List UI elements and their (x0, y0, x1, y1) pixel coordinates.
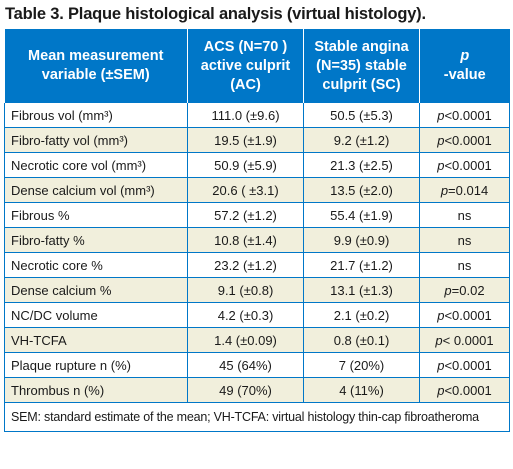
table-title: Table 3. Plaque histological analysis (v… (5, 5, 426, 23)
cell-p-value: p=0.02 (419, 277, 510, 303)
cell-acs-value: 50.9 (±5.9) (187, 152, 304, 178)
cell-stable-value: 21.7 (±1.2) (303, 252, 420, 278)
row-label: NC/DC volume (4, 302, 188, 328)
cell-p-value: p<0.0001 (419, 103, 510, 128)
cell-p-value: p=0.014 (419, 177, 510, 203)
header-stable-line: (N=35) stable (316, 57, 407, 74)
cell-stable-value: 13.5 (±2.0) (303, 177, 420, 203)
cell-acs-value: 23.2 (±1.2) (187, 252, 304, 278)
cell-acs-value: 57.2 (±1.2) (187, 202, 304, 228)
row-label: Dense calcium vol (mm³) (4, 177, 188, 203)
table-row: Dense calcium % 9.1 (±0.8) 13.1 (±1.3) p=0.… (4, 277, 510, 303)
cell-p-value: ns (419, 252, 510, 278)
row-label: Fibro-fatty % (4, 227, 188, 253)
cell-p-value: p< 0.0001 (419, 327, 510, 353)
row-label: Necrotic core % (4, 252, 188, 278)
header-p-value: p -value (419, 29, 510, 103)
cell-acs-value: 10.8 (±1.4) (187, 227, 304, 253)
cell-p-value: p<0.0001 (419, 352, 510, 378)
header-acs-line: active culprit (200, 57, 291, 74)
row-label: Necrotic core vol (mm³) (4, 152, 188, 178)
row-label: Fibrous vol (mm³) (4, 103, 188, 128)
table-body: Fibrous vol (mm³) 111.0 (±9.6) 50.5 (±5.3)… (4, 103, 510, 403)
cell-p-value: ns (419, 227, 510, 253)
table-row: Fibrous % 57.2 (±1.2) 55.4 (±1.9) ns (4, 202, 510, 228)
table-row: VH-TCFA 1.4 (±0.09) 0.8 (±0.1) p< 0.0001 (4, 327, 510, 353)
cell-acs-value: 111.0 (±9.6) (187, 103, 304, 128)
table-row: Necrotic core % 23.2 (±1.2) 21.7 (±1.2) ns (4, 252, 510, 278)
row-label: Dense calcium % (4, 277, 188, 303)
header-stable-line: Stable angina (314, 38, 409, 55)
cell-p-value: ns (419, 202, 510, 228)
cell-stable-value: 55.4 (±1.9) (303, 202, 420, 228)
cell-acs-value: 49 (70%) (187, 377, 304, 403)
cell-p-value: p<0.0001 (419, 302, 510, 328)
header-acs: ACS (N=70 ) active culprit (AC) (187, 29, 304, 103)
cell-p-value: p<0.0001 (419, 152, 510, 178)
table-row: Fibrous vol (mm³) 111.0 (±9.6) 50.5 (±5.3)… (4, 103, 510, 128)
row-label: Thrombus n (%) (4, 377, 188, 403)
header-row: Mean measurement variable (±SEM) ACS (N=… (4, 29, 510, 103)
cell-acs-value: 9.1 (±0.8) (187, 277, 304, 303)
cell-stable-value: 0.8 (±0.1) (303, 327, 420, 353)
table-row: Fibro-fatty % 10.8 (±1.4) 9.9 (±0.9) ns (4, 227, 510, 253)
header-acs-line: ACS (N=70 ) (203, 38, 288, 55)
row-label: Fibrous % (4, 202, 188, 228)
table-row: Thrombus n (%) 49 (70%) 4 (11%) p<0.0001 (4, 377, 510, 403)
header-stable-line: culprit (SC) (322, 76, 401, 93)
header-acs-line: (AC) (230, 76, 261, 93)
table-row: Dense calcium vol (mm³) 20.6 ( ±3.1) 13.5 … (4, 177, 510, 203)
cell-acs-value: 45 (64%) (187, 352, 304, 378)
table-row: Fibro-fatty vol (mm³) 19.5 (±1.9) 9.2 (±1.… (4, 127, 510, 153)
header-variable: Mean measurement variable (±SEM) (4, 29, 188, 103)
header-stable: Stable angina (N=35) stable culprit (SC) (303, 29, 420, 103)
cell-stable-value: 9.2 (±1.2) (303, 127, 420, 153)
cell-stable-value: 50.5 (±5.3) (303, 103, 420, 128)
header-p-value-text: p -value (443, 48, 486, 83)
row-label: VH-TCFA (4, 327, 188, 353)
table-row: Necrotic core vol (mm³) 50.9 (±5.9) 21.3 (… (4, 152, 510, 178)
table-row: NC/DC volume 4.2 (±0.3) 2.1 (±0.2) p<0.0001 (4, 302, 510, 328)
cell-stable-value: 2.1 (±0.2) (303, 302, 420, 328)
header-variable-line: variable (±SEM) (41, 67, 150, 83)
cell-stable-value: 13.1 (±1.3) (303, 277, 420, 303)
cell-acs-value: 1.4 (±0.09) (187, 327, 304, 353)
cell-acs-value: 20.6 ( ±3.1) (187, 177, 304, 203)
cell-stable-value: 7 (20%) (303, 352, 420, 378)
histology-table: Mean measurement variable (±SEM) ACS (N=… (4, 29, 510, 432)
cell-p-value: p<0.0001 (419, 377, 510, 403)
cell-acs-value: 4.2 (±0.3) (187, 302, 304, 328)
cell-stable-value: 21.3 (±2.5) (303, 152, 420, 178)
cell-acs-value: 19.5 (±1.9) (187, 127, 304, 153)
cell-stable-value: 9.9 (±0.9) (303, 227, 420, 253)
cell-stable-value: 4 (11%) (303, 377, 420, 403)
footnote: SEM: standard estimate of the mean; VH-T… (4, 402, 510, 432)
row-label: Plaque rupture n (%) (4, 352, 188, 378)
row-label: Fibro-fatty vol (mm³) (4, 127, 188, 153)
footnote-row: SEM: standard estimate of the mean; VH-T… (4, 402, 510, 432)
cell-p-value: p<0.0001 (419, 127, 510, 153)
header-variable-line: Mean measurement (28, 48, 164, 64)
table-row: Plaque rupture n (%) 45 (64%) 7 (20%) p<0.0… (4, 352, 510, 378)
